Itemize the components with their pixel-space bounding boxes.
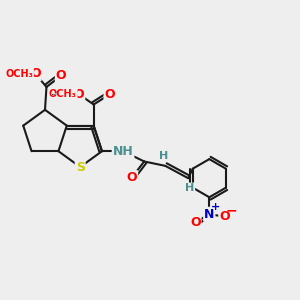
Text: O: O	[127, 171, 137, 184]
Text: OCH₃: OCH₃	[5, 69, 33, 79]
Text: O: O	[56, 69, 67, 82]
Text: H: H	[159, 151, 169, 160]
Text: O: O	[104, 88, 115, 101]
Text: N: N	[204, 208, 214, 221]
Text: H: H	[185, 183, 194, 194]
Text: O: O	[30, 67, 40, 80]
Text: OCH₃: OCH₃	[49, 89, 77, 99]
Text: +: +	[211, 202, 220, 212]
Text: NH: NH	[113, 145, 134, 158]
Text: S: S	[76, 160, 85, 173]
Text: O: O	[190, 216, 200, 229]
Text: methyl: methyl	[51, 94, 57, 95]
Text: −: −	[225, 204, 237, 218]
Text: O: O	[74, 88, 84, 101]
Text: O: O	[219, 210, 230, 223]
